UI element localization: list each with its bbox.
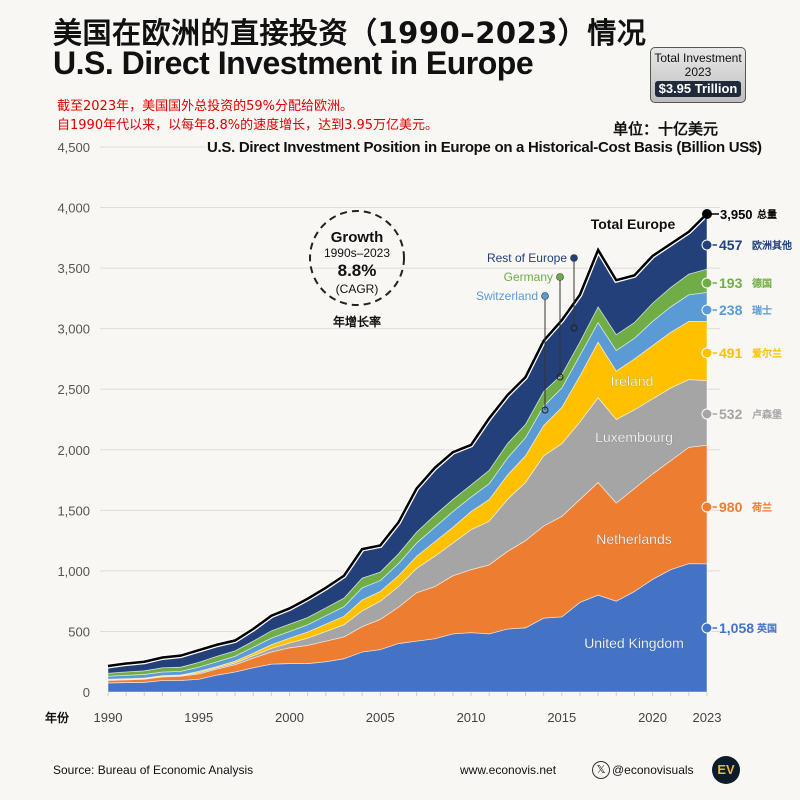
note-line-2: 自1990年代以来，以每年8.8%的速度增长，达到3.95万亿美元。 [57,118,439,133]
note-line-1: 截至2023年，美国国外总投资的59%分配给欧洲。 [57,99,353,114]
x-tick-label: 2010 [457,710,486,725]
total-end-dot [702,209,712,219]
growth-title: Growth [331,229,384,246]
callout-end-dot [570,324,578,332]
y-tick-label: 1,500 [57,503,90,518]
total-end-cn: 总量 [757,208,777,221]
end-cn-label: 英国 [756,622,777,635]
chart-subtitle: U.S. Direct Investment Position in Europ… [205,139,764,156]
callout-end-dot [556,373,564,381]
y-tick-label: 0 [83,685,90,700]
growth-value: 8.8% [338,261,377,280]
badge-year: 2023 [684,65,712,79]
title-chinese: 美国在欧洲的直接投资（1990–2023）情况 [53,16,647,50]
callout-dot [570,254,578,262]
y-tick-label: 4,500 [57,140,90,155]
econovis-logo: EV [712,756,740,784]
y-tick-label: 2,500 [57,382,90,397]
badge-value: $3.95 Trillion [654,81,742,97]
end-value-label: 980 [719,499,743,515]
end-cn-label: 瑞士 [752,304,772,317]
total-end-value: 3,950 [720,207,753,222]
end-label-dot [701,622,713,634]
x-tick-label: 2000 [275,710,304,725]
title-english: U.S. Direct Investment in Europe [53,45,534,81]
end-label-dot [701,277,713,289]
end-cn-label: 荷兰 [751,501,772,514]
x-tick-label: 1990 [94,710,123,725]
callout-label: Germany [504,270,553,284]
series-label: Ireland [611,373,654,389]
social-handle[interactable]: @econovisuals [612,763,694,777]
growth-unit: (CAGR) [336,282,379,296]
series-label: Luxembourg [595,429,673,445]
badge-label: Total Investment [654,51,742,65]
x-tick-label: 2020 [638,710,667,725]
end-value-label: 193 [719,275,743,291]
growth-period: 1990s–2023 [324,246,390,260]
callout-end-dot [541,406,549,414]
series-label: Netherlands [596,531,672,547]
callout-dot [556,273,564,281]
growth-label-cn: 年增长率 [333,314,381,329]
callout-label: Switzerland [476,289,538,303]
end-label-dot [701,304,713,316]
x-tick-label: 2015 [547,710,576,725]
series-label: United Kingdom [584,635,684,651]
x-logo-icon: 𝕏 [592,761,610,779]
end-value-label: 532 [719,406,743,422]
website-link[interactable]: www.econovis.net [460,763,557,777]
end-value-label: 1,058 [719,620,754,636]
end-label-dot [701,239,713,251]
y-tick-label: 3,000 [57,322,90,337]
end-value-label: 238 [719,302,743,318]
x-tick-label: 1995 [184,710,213,725]
end-cn-label: 卢森堡 [752,408,782,421]
callout-label: Rest of Europe [487,251,567,265]
end-label-dot [701,501,713,513]
y-tick-label: 1,000 [57,564,90,579]
end-cn-label: 欧洲其他 [752,239,792,252]
total-investment-badge: Total Investment 2023 $3.95 Trillion [650,47,746,103]
y-tick-label: 4,000 [57,201,90,216]
total-line [107,212,708,668]
end-label-dot [701,347,713,359]
source-text: Source: Bureau of Economic Analysis [53,763,254,777]
end-cn-label: 爱尔兰 [752,347,782,360]
x-tick-label: 2023 [693,710,722,725]
total-europe-label: Total Europe [591,216,676,232]
end-value-label: 491 [719,345,743,361]
end-value-label: 457 [719,237,743,253]
end-label-dot [701,408,713,420]
x-axis-label: 年份 [45,710,70,725]
growth-circle [309,210,405,306]
x-tick-label: 2005 [366,710,395,725]
unit-label: 单位：十亿美元 [613,120,719,138]
y-tick-label: 3,500 [57,261,90,276]
y-tick-label: 500 [68,624,90,639]
end-cn-label: 德国 [751,277,772,290]
y-tick-label: 2,000 [57,443,90,458]
callout-dot [541,292,549,300]
